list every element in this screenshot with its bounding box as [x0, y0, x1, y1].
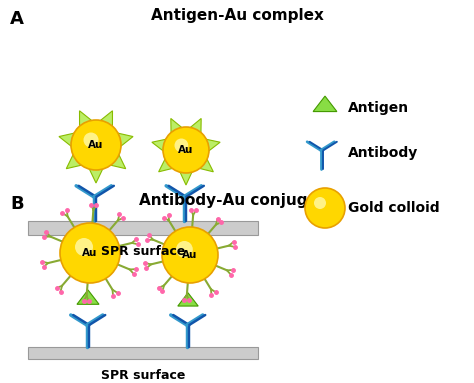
- Text: A: A: [10, 10, 24, 28]
- Text: Antigen-Au complex: Antigen-Au complex: [151, 8, 323, 23]
- Text: Au: Au: [82, 248, 98, 258]
- Ellipse shape: [75, 238, 93, 256]
- Bar: [28, 221, 258, 235]
- Ellipse shape: [176, 241, 193, 258]
- Text: Gold colloid: Gold colloid: [348, 201, 439, 215]
- Ellipse shape: [162, 227, 218, 283]
- Text: B: B: [10, 195, 24, 213]
- Ellipse shape: [314, 197, 326, 209]
- Text: SPR surface: SPR surface: [101, 245, 185, 258]
- Text: Antibody-Au conjugate: Antibody-Au conjugate: [139, 193, 335, 208]
- Text: Au: Au: [178, 145, 194, 155]
- Text: Au: Au: [182, 250, 198, 260]
- Text: Antibody: Antibody: [348, 146, 418, 160]
- Ellipse shape: [163, 127, 209, 173]
- Bar: [28, 347, 258, 359]
- Ellipse shape: [305, 188, 345, 228]
- Ellipse shape: [174, 139, 188, 152]
- Text: SPR surface: SPR surface: [101, 369, 185, 382]
- Ellipse shape: [60, 223, 120, 283]
- Ellipse shape: [71, 120, 121, 170]
- Polygon shape: [77, 290, 99, 304]
- Ellipse shape: [83, 133, 99, 147]
- Text: Au: Au: [88, 140, 104, 150]
- Polygon shape: [178, 293, 198, 306]
- Polygon shape: [313, 96, 337, 111]
- Polygon shape: [152, 118, 220, 185]
- Text: Antigen: Antigen: [348, 101, 409, 115]
- Polygon shape: [59, 111, 133, 183]
